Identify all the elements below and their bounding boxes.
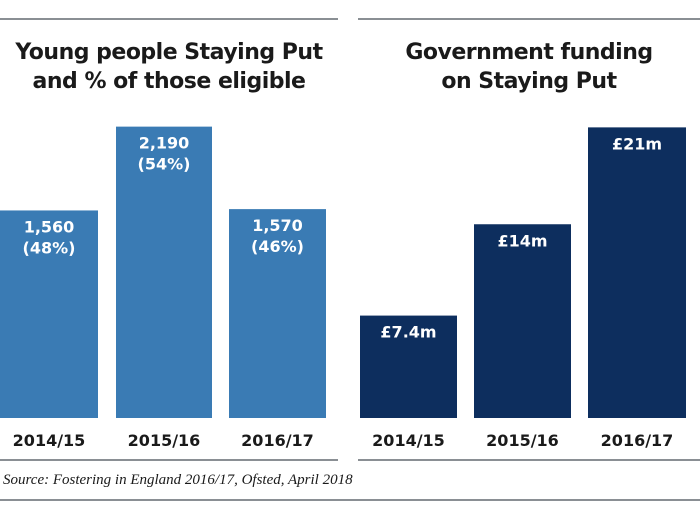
tick-label-young-people-2016/17: 2016/17: [241, 431, 314, 450]
chart-title-government-funding: Government funding on Staying Put: [405, 40, 653, 94]
top-rule-right: [358, 18, 700, 20]
bottom-rule-left: [0, 459, 338, 461]
bar-funding-2016/17: [588, 127, 686, 418]
bar-young-people-2015/16: [116, 126, 212, 418]
tick-label-funding-2016/17: 2016/17: [601, 431, 674, 450]
data-label-funding-2015/16: £14m: [497, 231, 547, 250]
tick-label-young-people-2015/16: 2015/16: [128, 431, 201, 450]
tick-label-funding-2014/15: 2014/15: [372, 431, 445, 450]
bar-funding-2014/15: [360, 315, 457, 418]
bar-young-people-2014/15: [0, 210, 98, 418]
data-label-young-people-2014/15: 1,560 (48%): [23, 217, 76, 257]
data-label-funding-2016/17: £21m: [612, 134, 662, 153]
source-note: Source: Fostering in England 2016/17, Of…: [3, 472, 353, 488]
bottom-rule-right: [358, 459, 700, 461]
tick-label-young-people-2014/15: 2014/15: [13, 431, 86, 450]
top-rule-left: [0, 18, 338, 20]
data-label-young-people-2015/16: 2,190 (54%): [138, 134, 191, 174]
tick-label-funding-2015/16: 2015/16: [486, 431, 559, 450]
bar-young-people-2016/17: [229, 209, 326, 418]
data-label-funding-2014/15: £7.4m: [380, 323, 436, 342]
footer-rule: [0, 499, 700, 501]
chart-title-young-people: Young people Staying Put and % of those e…: [15, 40, 323, 94]
bar-funding-2015/16: [474, 224, 571, 418]
data-label-young-people-2016/17: 1,570 (46%): [251, 216, 304, 256]
